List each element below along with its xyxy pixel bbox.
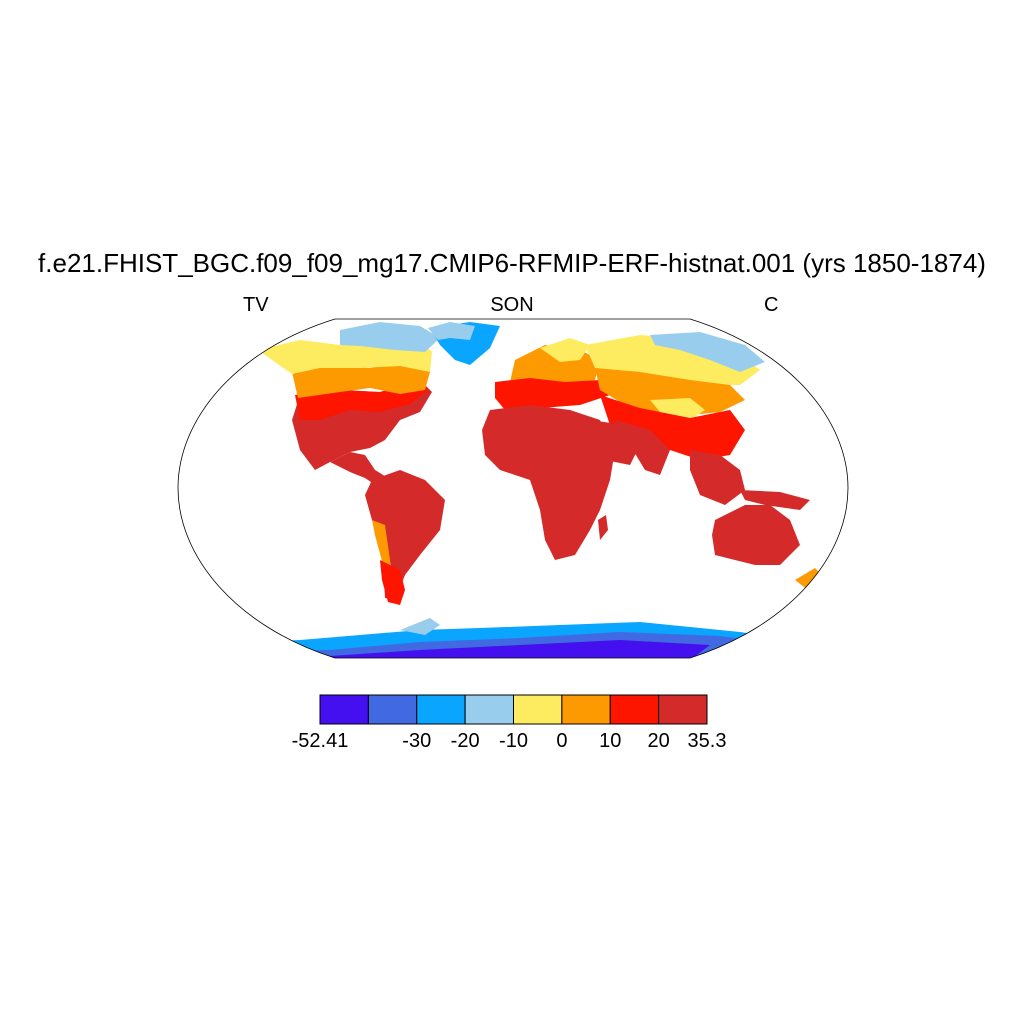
left-label: TV — [243, 294, 269, 316]
colorbar-level-label: 20 — [647, 730, 670, 752]
southeast-asia — [690, 450, 745, 505]
colorbar-box — [416, 694, 466, 725]
colorbar-box — [464, 694, 514, 725]
arabia — [590, 420, 640, 465]
new-zealand — [795, 568, 822, 590]
colorbar-min-label: -52.41 — [291, 730, 349, 752]
madagascar — [598, 515, 608, 540]
antarctica-core — [330, 640, 710, 658]
colorbar-box — [513, 694, 563, 725]
siberia-blue — [650, 332, 765, 372]
antarctic-peninsula — [400, 618, 440, 635]
colorbar-box — [561, 694, 611, 725]
patagonia — [380, 560, 405, 605]
colorbar-level-label: -20 — [450, 730, 480, 752]
colorbar-level-label: 10 — [599, 730, 622, 752]
indonesia — [740, 490, 810, 510]
asia-orange — [595, 368, 745, 415]
greenland-coast — [428, 322, 475, 340]
north-america-orange — [292, 360, 430, 398]
colorbar-box — [658, 694, 708, 725]
map-boundary — [177, 318, 849, 659]
plot-title: f.e21.FHIST_BGC.f09_f09_mg17.CMIP6-RFMIP… — [38, 248, 986, 278]
arctic-canada — [340, 322, 440, 352]
colorbar-max-label: 35.3 — [687, 730, 727, 752]
europe-red — [495, 378, 610, 410]
scandinavia-yellow — [540, 338, 590, 362]
colorbar-level-label: -10 — [499, 730, 528, 752]
asia-red — [600, 395, 745, 460]
season-label: SON — [490, 294, 534, 316]
africa — [482, 405, 615, 560]
colorbar-box — [367, 694, 418, 725]
colorbar-level-label: -30 — [402, 730, 432, 752]
australia — [712, 505, 800, 565]
colorbar-box — [319, 694, 369, 725]
colorbar-level-label: 0 — [556, 730, 568, 752]
colorbar-box — [609, 694, 660, 725]
units-label: C — [764, 294, 779, 316]
